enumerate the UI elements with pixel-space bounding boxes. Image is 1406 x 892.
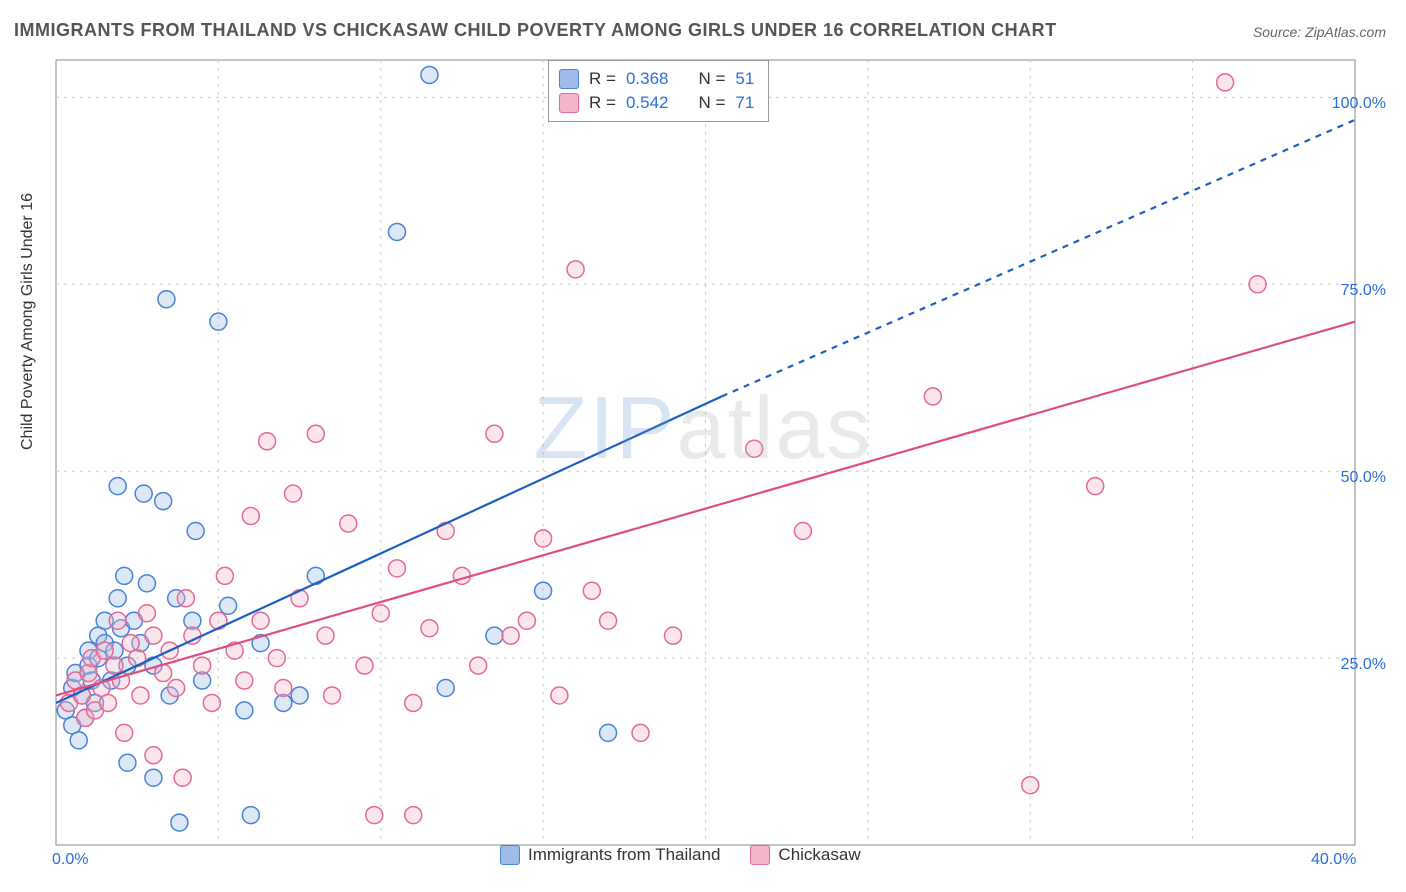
stats-row: R = 0.368 N = 51 — [559, 67, 754, 91]
r-value: 0.542 — [626, 91, 669, 115]
source-label: Source: — [1253, 24, 1305, 40]
legend-label: Chickasaw — [778, 845, 860, 865]
legend-swatch — [559, 93, 579, 113]
x-tick-label: 0.0% — [52, 851, 88, 869]
y-tick-label: 100.0% — [1332, 95, 1386, 113]
n-value: 71 — [735, 91, 754, 115]
correlation-stats-box: R = 0.368 N = 51 R = 0.542 N = 71 — [548, 60, 769, 122]
n-label: N = — [698, 67, 725, 91]
legend-swatch — [750, 845, 770, 865]
y-tick-label: 50.0% — [1341, 469, 1386, 487]
series-legend: Immigrants from Thailand Chickasaw — [500, 845, 861, 865]
y-tick-label: 25.0% — [1341, 656, 1386, 674]
r-label: R = — [589, 91, 616, 115]
plot-area — [55, 55, 1390, 865]
r-label: R = — [589, 67, 616, 91]
x-tick-label: 40.0% — [1311, 851, 1356, 869]
y-axis-label: Child Poverty Among Girls Under 16 — [19, 193, 37, 450]
chart-title: IMMIGRANTS FROM THAILAND VS CHICKASAW CH… — [14, 20, 1057, 41]
n-label: N = — [698, 91, 725, 115]
n-value: 51 — [735, 67, 754, 91]
source-name: ZipAtlas.com — [1305, 24, 1386, 40]
correlation-scatter-chart: IMMIGRANTS FROM THAILAND VS CHICKASAW CH… — [0, 0, 1406, 892]
r-value: 0.368 — [626, 67, 669, 91]
legend-swatch — [559, 69, 579, 89]
stats-row: R = 0.542 N = 71 — [559, 91, 754, 115]
legend-label: Immigrants from Thailand — [528, 845, 720, 865]
legend-item: Immigrants from Thailand — [500, 845, 720, 865]
legend-item: Chickasaw — [750, 845, 860, 865]
y-tick-label: 75.0% — [1341, 282, 1386, 300]
source-attribution: Source: ZipAtlas.com — [1253, 24, 1386, 40]
legend-swatch — [500, 845, 520, 865]
